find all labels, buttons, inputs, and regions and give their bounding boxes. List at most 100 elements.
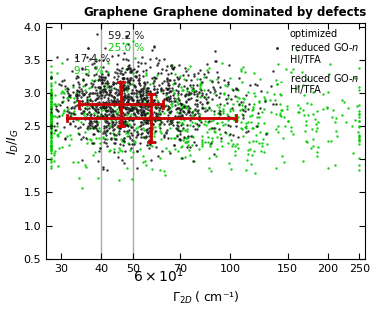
- Point: [314, 125, 320, 130]
- Point: [116, 132, 122, 137]
- Point: [339, 112, 345, 117]
- Point: [115, 149, 121, 154]
- Point: [168, 102, 174, 107]
- Point: [124, 122, 130, 127]
- Point: [106, 92, 112, 97]
- Point: [153, 56, 159, 61]
- Point: [272, 112, 279, 117]
- Point: [141, 128, 147, 133]
- Point: [151, 117, 157, 122]
- Point: [179, 121, 185, 126]
- Point: [194, 82, 200, 87]
- Point: [310, 144, 317, 149]
- Point: [62, 136, 68, 141]
- Point: [203, 97, 209, 102]
- Point: [48, 124, 54, 129]
- Point: [129, 124, 135, 129]
- Point: [185, 139, 192, 144]
- Point: [138, 126, 144, 131]
- Point: [164, 76, 170, 80]
- Point: [175, 128, 181, 133]
- Point: [121, 136, 127, 141]
- Point: [167, 78, 173, 83]
- Point: [48, 86, 54, 91]
- Point: [226, 131, 233, 136]
- Point: [160, 149, 166, 154]
- Point: [106, 91, 112, 96]
- Point: [92, 119, 98, 124]
- Point: [103, 124, 109, 129]
- Point: [121, 98, 127, 103]
- Point: [95, 110, 101, 115]
- Point: [87, 119, 93, 124]
- Point: [131, 139, 138, 144]
- Point: [100, 135, 106, 140]
- Point: [113, 137, 119, 142]
- Point: [94, 32, 100, 37]
- Point: [92, 102, 98, 107]
- Point: [48, 118, 54, 123]
- Point: [142, 113, 148, 118]
- Point: [180, 121, 186, 126]
- Point: [250, 125, 256, 130]
- Point: [356, 103, 363, 108]
- Point: [48, 119, 54, 124]
- Point: [237, 107, 243, 112]
- Point: [87, 119, 93, 124]
- Point: [120, 75, 126, 80]
- Point: [108, 108, 114, 113]
- Point: [91, 131, 97, 136]
- Point: [66, 95, 73, 100]
- Point: [215, 104, 222, 109]
- Point: [48, 113, 54, 118]
- Point: [103, 99, 109, 104]
- Point: [245, 139, 252, 144]
- Point: [171, 135, 177, 140]
- Point: [84, 116, 90, 121]
- Point: [53, 104, 59, 109]
- Point: [222, 130, 228, 135]
- Point: [195, 108, 201, 113]
- Point: [127, 135, 133, 140]
- Point: [178, 145, 184, 150]
- Point: [48, 157, 54, 162]
- Point: [128, 155, 134, 160]
- Point: [187, 145, 193, 150]
- Point: [82, 101, 88, 106]
- Point: [65, 110, 71, 115]
- Point: [256, 100, 262, 105]
- Point: [218, 119, 225, 124]
- Point: [220, 91, 226, 96]
- Point: [126, 81, 132, 86]
- Point: [178, 101, 184, 106]
- Point: [178, 122, 184, 127]
- Point: [331, 120, 337, 125]
- Point: [127, 148, 133, 153]
- Point: [48, 149, 54, 154]
- Point: [303, 138, 309, 143]
- Point: [55, 102, 61, 107]
- Point: [116, 68, 122, 73]
- Point: [135, 108, 141, 113]
- Point: [68, 106, 74, 111]
- Point: [97, 84, 103, 89]
- Point: [65, 90, 71, 95]
- Point: [140, 110, 146, 115]
- Point: [61, 108, 67, 113]
- Point: [296, 110, 302, 115]
- Point: [103, 129, 109, 134]
- Point: [120, 76, 126, 80]
- Point: [168, 89, 174, 94]
- Point: [189, 87, 195, 92]
- Point: [124, 113, 130, 118]
- Point: [204, 130, 210, 135]
- Point: [196, 116, 203, 121]
- Point: [240, 133, 246, 138]
- Point: [159, 80, 165, 85]
- Point: [225, 95, 231, 100]
- Point: [130, 78, 136, 83]
- Point: [90, 125, 96, 130]
- Point: [166, 97, 173, 102]
- Point: [169, 100, 175, 105]
- Point: [143, 92, 149, 97]
